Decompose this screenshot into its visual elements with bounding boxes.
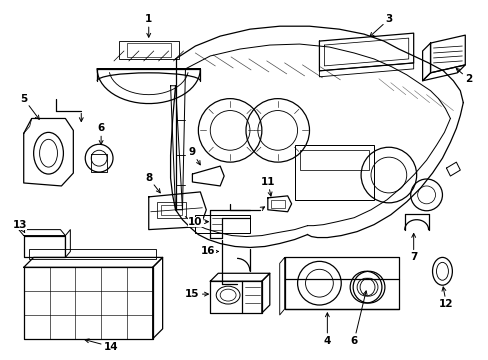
Bar: [270, 200, 284, 208]
Text: 12: 12: [438, 287, 453, 309]
Bar: [161, 205, 182, 215]
Text: 10: 10: [188, 217, 208, 227]
Text: 5: 5: [20, 94, 39, 120]
Text: 7: 7: [409, 234, 417, 262]
Bar: [299, 150, 368, 170]
Bar: [29, 249, 155, 260]
Text: 13: 13: [13, 220, 27, 233]
Bar: [195, 215, 249, 233]
Text: 1: 1: [145, 14, 152, 37]
Bar: [156, 202, 186, 218]
Text: 2: 2: [455, 68, 471, 84]
Text: 6: 6: [97, 123, 104, 144]
Text: 6: 6: [350, 291, 366, 346]
Text: 11: 11: [260, 177, 275, 196]
Bar: [119, 41, 178, 59]
Bar: [127, 43, 170, 57]
Text: 15: 15: [185, 289, 208, 299]
Text: 3: 3: [369, 14, 392, 36]
Bar: [294, 145, 373, 200]
Text: 8: 8: [145, 173, 160, 193]
Text: 16: 16: [201, 247, 218, 256]
Text: 14: 14: [85, 339, 118, 352]
Text: 4: 4: [323, 313, 330, 346]
Text: 9: 9: [188, 147, 200, 165]
